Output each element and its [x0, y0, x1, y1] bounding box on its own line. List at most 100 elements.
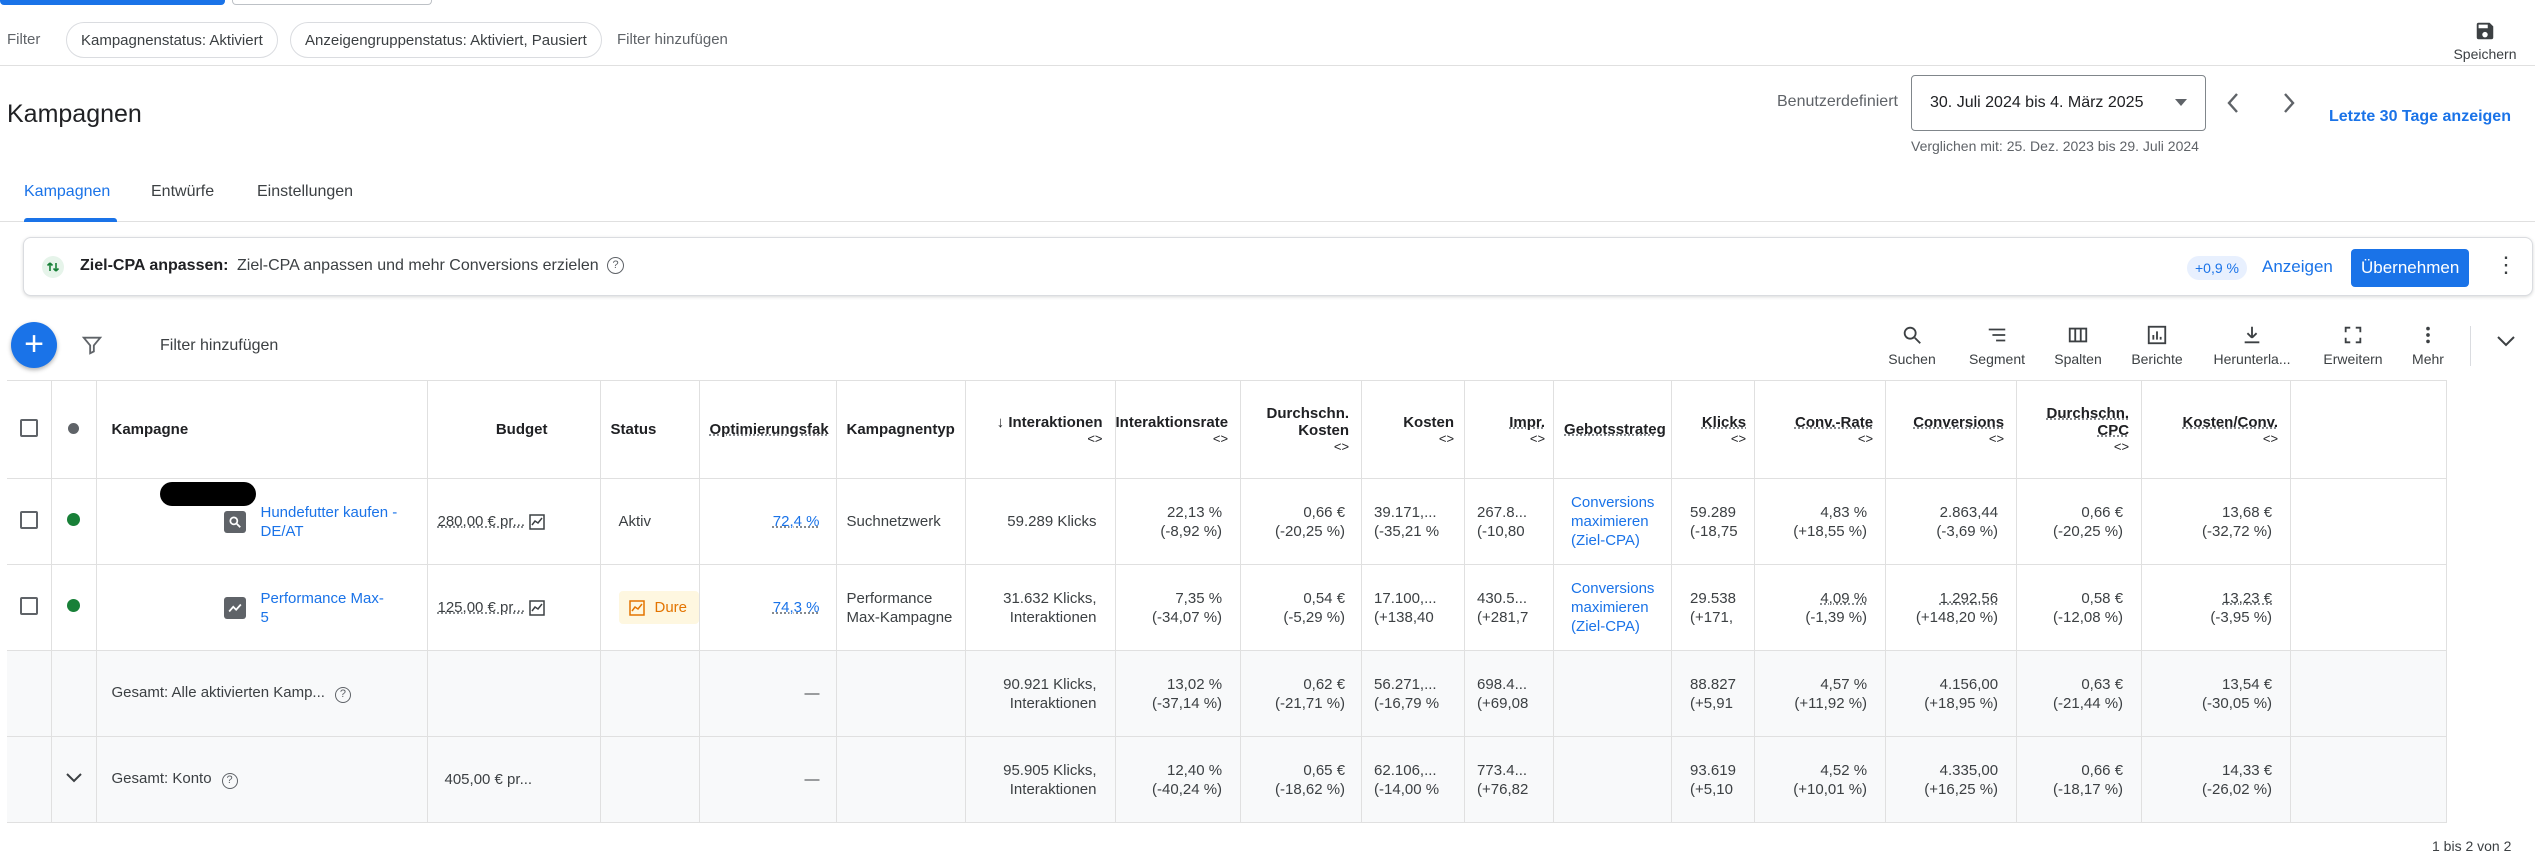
- col-header-conv-rate[interactable]: Conv.-Rate <>: [1754, 380, 1887, 479]
- value: 56.271,...: [1374, 675, 1437, 693]
- col-header-status[interactable]: Status: [600, 380, 700, 479]
- recommendation-description: Ziel-CPA anpassen und mehr Conversions e…: [237, 257, 599, 274]
- col-header-avg-cpc[interactable]: Durchschn. CPC <>: [2016, 380, 2143, 479]
- status-dot: [51, 478, 97, 565]
- col-header-cost-conv[interactable]: Kosten/Conv. <>: [2141, 380, 2292, 479]
- campaign-link[interactable]: Hundefutter kaufen - DE/AT: [260, 503, 398, 540]
- col-header-interactions[interactable]: ↓ Interaktionen <>: [965, 380, 1116, 479]
- next-period-button[interactable]: [2274, 88, 2304, 118]
- toolbar-expand-button[interactable]: Erweitern: [2313, 324, 2393, 367]
- col-header-optimization[interactable]: Optimierungsfak: [699, 380, 837, 479]
- total-label-cell: Gesamt: Alle aktivierten Kamp...?: [96, 650, 428, 737]
- active-tab-underline: [24, 218, 117, 222]
- table-header-row: Kampagne Budget Status Optimierungsfak K…: [7, 380, 2448, 479]
- total-label: Gesamt: Konto: [111, 770, 212, 787]
- add-campaign-button[interactable]: +: [11, 322, 57, 368]
- delta: (-12,08 %): [2053, 608, 2124, 626]
- col-header-clicks[interactable]: Klicks <>: [1671, 380, 1756, 479]
- delta: (+281,7: [1477, 608, 1529, 626]
- clicks-cell: 59.289 (-18,75: [1671, 478, 1756, 565]
- col-header-impressions-label: Impr.: [1509, 413, 1546, 431]
- save-button[interactable]: Speichern: [2450, 20, 2520, 62]
- delta: (-5,29 %): [1283, 608, 1346, 626]
- status-dot-header: [51, 380, 97, 479]
- toolbar-segment-button[interactable]: Segment: [1957, 324, 2037, 367]
- chevron-down-icon[interactable]: [2496, 334, 2516, 348]
- tab-drafts[interactable]: Entwürfe: [151, 183, 215, 200]
- more-vert-icon[interactable]: ⋮: [2495, 252, 2517, 277]
- toolbar-search-button[interactable]: Suchen: [1872, 324, 1952, 367]
- reports-icon: [2147, 325, 2167, 345]
- compare-toggle-icon: <>: [1529, 430, 1546, 446]
- col-header-conversions[interactable]: Conversions <>: [1885, 380, 2018, 479]
- value: 88.827: [1690, 675, 1736, 693]
- filter-chip-campaign-status[interactable]: Kampagnenstatus: Aktiviert: [66, 22, 278, 58]
- delta: (-21,71 %): [1275, 694, 1346, 712]
- empty-cell: [7, 650, 52, 737]
- col-header-impressions[interactable]: Impr. <>: [1464, 380, 1555, 479]
- budget-cell[interactable]: 280,00 € pr...: [427, 478, 601, 565]
- cost-conv-cell: 13,23 € (-3,95 %): [2141, 564, 2292, 651]
- expand-totals-button[interactable]: [51, 736, 97, 823]
- bidding-strategy-link[interactable]: Conversions maximieren (Ziel-CPA): [1553, 478, 1673, 565]
- delta: (-18,75: [1690, 522, 1738, 540]
- toolbar-reports-button[interactable]: Berichte: [2117, 324, 2197, 367]
- value: 0,62 €: [1303, 675, 1346, 693]
- budget-cell[interactable]: 125,00 € pr...: [427, 564, 601, 651]
- row-checkbox[interactable]: [7, 564, 52, 651]
- previous-period-button[interactable]: [2218, 88, 2248, 118]
- delta: (-32,72 %): [2202, 522, 2273, 540]
- learning-status-pill[interactable]: Dure: [618, 591, 698, 624]
- apply-recommendation-button[interactable]: Übernehmen: [2351, 249, 2470, 287]
- col-header-budget[interactable]: Budget: [427, 380, 601, 479]
- compare-toggle-icon: <>: [1333, 439, 1350, 454]
- pagination-count: 1 bis 2 von 2: [2432, 838, 2512, 854]
- campaign-type: Performance Max-Kampagne: [836, 564, 966, 651]
- col-header-interaction-rate[interactable]: Interaktionsrate <>: [1115, 380, 1242, 479]
- recommendation-title: Ziel-CPA anpassen:: [80, 257, 229, 274]
- total-label-cell: Gesamt: Konto?: [96, 736, 428, 823]
- show-recommendation-button[interactable]: Anzeigen: [2262, 257, 2333, 276]
- empty-cell: [1553, 650, 1673, 737]
- chevron-right-icon: [2284, 93, 2295, 113]
- col-header-type[interactable]: Kampagnentyp: [836, 380, 966, 479]
- date-range-picker[interactable]: 30. Juli 2024 bis 4. März 2025: [1911, 75, 2206, 131]
- optimization-score-value: 72,4 %: [772, 513, 820, 530]
- toolbar-columns-button[interactable]: Spalten: [2038, 324, 2118, 367]
- bidding-strategy-link[interactable]: Conversions maximieren (Ziel-CPA): [1553, 564, 1673, 651]
- toolbar-more-button[interactable]: Mehr: [2388, 324, 2468, 367]
- chart-icon[interactable]: [529, 514, 545, 530]
- row-checkbox[interactable]: [7, 478, 52, 565]
- optimization-score[interactable]: 72,4 %: [699, 478, 837, 565]
- toolbar-download-button[interactable]: Herunterla...: [2212, 324, 2292, 367]
- cost-conv-cell: 13,54 € (-30,05 %): [2141, 650, 2292, 737]
- search-icon: [1903, 326, 1921, 344]
- download-icon: [2244, 326, 2260, 344]
- campaign-link[interactable]: Performance Max-5: [260, 589, 384, 626]
- interaction-rate-cell: 22,13 % (-8,92 %): [1115, 478, 1242, 565]
- col-header-bidding[interactable]: Gebotsstrateg: [1553, 380, 1673, 479]
- help-icon[interactable]: ?: [607, 257, 624, 274]
- chart-icon[interactable]: [529, 600, 545, 616]
- optimization-score[interactable]: 74,3 %: [699, 564, 837, 651]
- help-icon[interactable]: ?: [221, 773, 238, 789]
- interactions-cell: 90.921 Klicks, Interaktionen: [965, 650, 1116, 737]
- filter-icon[interactable]: [81, 334, 103, 356]
- col-header-cost[interactable]: Kosten <>: [1361, 380, 1466, 479]
- col-header-campaign[interactable]: Kampagne: [96, 380, 428, 479]
- toolbar-segment-label: Segment: [1968, 351, 2026, 367]
- col-header-avg-cost[interactable]: Durchschn. Kosten <>: [1240, 380, 1363, 479]
- table-filter-input[interactable]: Filter hinzufügen: [160, 337, 279, 354]
- add-filter-link[interactable]: Filter hinzufügen: [617, 31, 728, 48]
- interactions-cell: 95.905 Klicks, Interaktionen: [965, 736, 1116, 823]
- tab-campaigns[interactable]: Kampagnen: [24, 183, 111, 200]
- empty-cell: [51, 650, 97, 737]
- tab-settings[interactable]: Einstellungen: [257, 183, 354, 200]
- filter-chip-adgroup-status[interactable]: Anzeigengruppenstatus: Aktiviert, Pausie…: [290, 22, 602, 58]
- avg-cost-cell: 0,65 € (-18,62 %): [1240, 736, 1363, 823]
- avg-cpc-cell: 0,58 € (-12,08 %): [2016, 564, 2143, 651]
- select-all-checkbox[interactable]: [7, 380, 52, 479]
- help-icon[interactable]: ?: [334, 687, 351, 703]
- last-30-days-link[interactable]: Letzte 30 Tage anzeigen: [2329, 108, 2511, 125]
- delta: (+18,55 %): [1793, 522, 1868, 540]
